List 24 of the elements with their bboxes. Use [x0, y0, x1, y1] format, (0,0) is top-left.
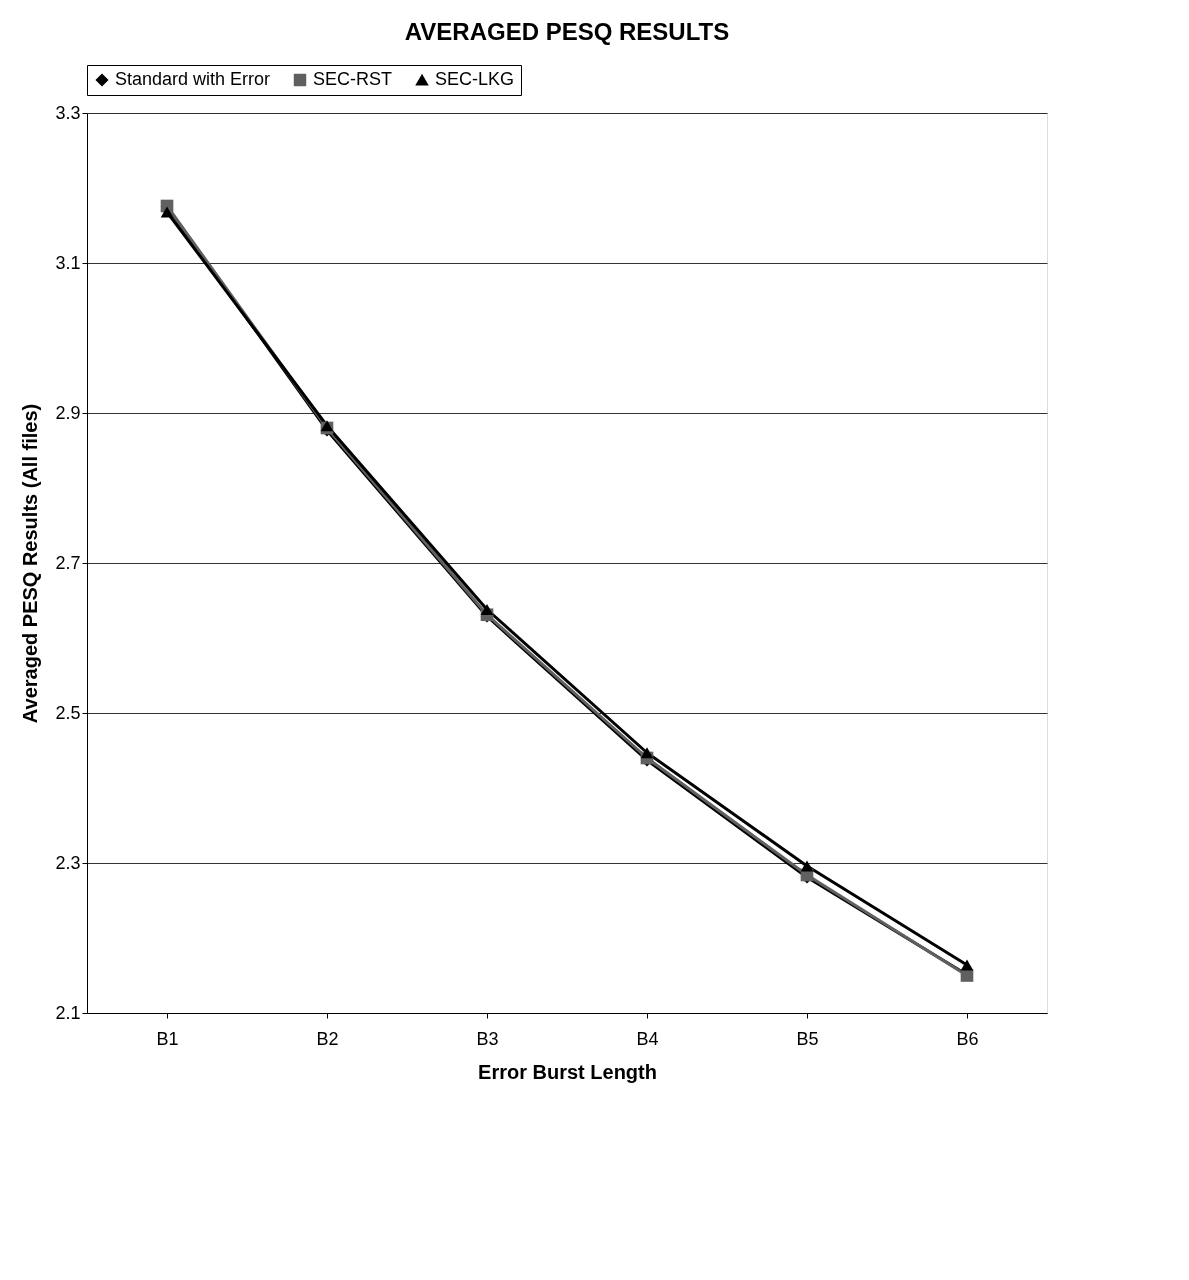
- x-axis-title: Error Burst Length: [478, 1060, 657, 1083]
- x-tick-label: B2: [316, 1028, 339, 1049]
- y-tick-label: 2.3: [55, 852, 81, 873]
- point: [480, 604, 494, 615]
- x-tick-label: B4: [636, 1028, 659, 1049]
- y-tick-label: 2.7: [55, 552, 81, 573]
- y-tick-label: 2.1: [55, 1002, 81, 1023]
- point: [160, 206, 174, 218]
- point: [640, 747, 654, 759]
- x-tick-label: B6: [956, 1028, 979, 1049]
- x-tick-label: B5: [796, 1028, 819, 1049]
- x-tick-label: B3: [476, 1028, 499, 1049]
- x-tick-label: B1: [156, 1028, 179, 1049]
- y-tick-label: 2.9: [55, 402, 81, 423]
- legend-label: Standard with Error: [115, 69, 271, 89]
- point: [960, 959, 974, 971]
- y-tick-label: 3.3: [55, 102, 81, 123]
- legend-label: SEC-RST: [313, 69, 393, 89]
- legend-label: SEC-LKG: [435, 69, 515, 89]
- y-tick-label: 2.5: [55, 702, 81, 723]
- y-axis-title: Averaged PESQ Results (All files): [19, 403, 42, 724]
- chart-title: AVERAGED PESQ RESULTS: [404, 17, 730, 45]
- y-tick-label: 3.1: [55, 252, 81, 273]
- point: [800, 860, 814, 872]
